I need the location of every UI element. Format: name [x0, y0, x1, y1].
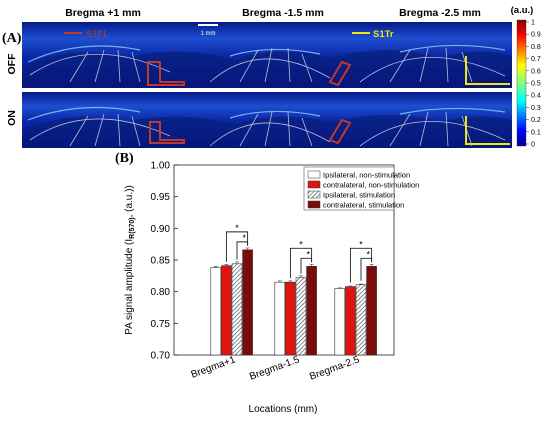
panel-a: (A) Bregma +1 mm Bregma -1.5 mm Bregma -… — [2, 5, 541, 149]
legend-entry: Ipsilateral, stimulation — [323, 191, 395, 200]
y-axis: 0.70 0.75 0.80 0.85 0.90 0.95 1.00 — [151, 161, 178, 362]
bar — [231, 263, 243, 356]
x-axis-label: Locations (mm) — [249, 404, 318, 415]
scale-bar-label: 1 mm — [201, 31, 216, 37]
legend-swatch — [307, 190, 321, 199]
x-axis: Bregma+1 Bregma-1.5 Bregma-2.5 — [190, 354, 362, 382]
bars — [210, 247, 377, 356]
column-header-bregma-minus1-5: Bregma -1.5 mm — [242, 7, 324, 19]
bar — [355, 284, 367, 356]
bar — [366, 266, 377, 356]
bar — [306, 266, 317, 356]
row-label-on: ON — [6, 110, 18, 126]
y-tick-label: 0.95 — [151, 192, 171, 203]
colorbar-tick-label: 1 — [531, 20, 535, 27]
column-header-bregma-plus1: Bregma +1 mm — [65, 7, 141, 19]
colorbar-tick-label: 0.8 — [531, 44, 541, 51]
pa-image-off-row — [22, 22, 512, 88]
significance-star: * — [235, 223, 239, 233]
colorbar-tick-label: 0.4 — [531, 93, 541, 100]
significance-bracket — [225, 231, 249, 262]
bar — [242, 249, 253, 356]
colorbar-tick-label: 0 — [531, 142, 535, 149]
colorbar-unit: (a.u.) — [511, 5, 534, 16]
bar — [295, 277, 307, 356]
column-header-bregma-minus2-5: Bregma -2.5 mm — [399, 7, 481, 19]
bar — [274, 281, 286, 356]
significance-star: * — [359, 239, 363, 249]
row-label-off: OFF — [6, 53, 18, 75]
pa-image-on-row — [22, 92, 512, 148]
colorbar-tick-label: 0.6 — [531, 68, 541, 75]
significance-star: * — [307, 249, 311, 259]
colorbar-tick-label: 0.3 — [531, 105, 541, 112]
colorbar-tick-label: 0.2 — [531, 117, 541, 124]
legend-entry: contralateral, non-stimulation — [323, 181, 419, 190]
legend: Ipsilateral, non-stimulationcontralatera… — [303, 166, 419, 211]
legend-swatch — [307, 200, 321, 209]
y-tick-label: 0.80 — [151, 287, 171, 298]
y-axis-label: PA signal amplitude (IR(570), (a.u.)) — [124, 185, 136, 335]
significance-bracket — [289, 247, 313, 279]
bar — [285, 281, 296, 356]
x-tick-label: Bregma-1.5 — [248, 354, 301, 382]
bar — [334, 288, 346, 356]
y-tick-label: 1.00 — [151, 161, 171, 172]
bar — [345, 286, 356, 356]
significance-star: * — [367, 249, 371, 259]
significance-markers: * * * * * * — [225, 223, 373, 283]
bar — [221, 265, 232, 356]
roi-on-mid — [328, 118, 352, 145]
roi-s1tr-off — [465, 56, 510, 85]
y-tick-label: 0.90 — [151, 224, 171, 235]
bar — [210, 267, 222, 356]
legend-swatch — [307, 180, 321, 189]
panel-b: (B) 0.70 0.75 0.80 0.85 0.90 0.95 1.00 Bregma+… — [115, 151, 419, 415]
panel-a-label: (A) — [2, 31, 22, 46]
colorbar-tick-label: 0.5 — [531, 81, 541, 88]
legend-entry: contralateral, stimulation — [323, 201, 404, 210]
colorbar-tick-label: 0.9 — [531, 32, 541, 39]
colorbar: (a.u.) 1 0.9 0.8 0.7 0.6 0.5 0.4 0.3 0.2 0.1 0 — [511, 5, 541, 149]
colorbar-tick-label: 0.7 — [531, 56, 541, 63]
colorbar-tick-label: 0.1 — [531, 129, 541, 136]
roi-off-mid — [328, 60, 352, 87]
panel-b-label: (B) — [115, 151, 134, 166]
legend-entry: Ipsilateral, non-stimulation — [323, 171, 410, 180]
roi-label-s1fl: S1FL — [86, 29, 109, 40]
significance-star: * — [299, 239, 303, 249]
y-tick-label: 0.70 — [151, 351, 171, 362]
x-tick-label: Bregma-2.5 — [308, 354, 361, 382]
x-tick-label: Bregma+1 — [190, 354, 238, 380]
significance-bracket — [349, 247, 373, 283]
legend-swatch — [307, 170, 321, 179]
roi-s1fl-off — [147, 61, 185, 86]
y-tick-label: 0.75 — [151, 319, 171, 330]
roi-label-s1tr: S1Tr — [373, 29, 394, 40]
significance-star: * — [243, 233, 247, 243]
bar-chart: 0.700.750.800.850.900.951.00 Bregma+1 Bre… — [124, 161, 419, 416]
roi-s1tr-on — [465, 116, 510, 145]
y-tick-label: 0.85 — [151, 256, 171, 267]
roi-s1fl-on — [149, 121, 185, 144]
